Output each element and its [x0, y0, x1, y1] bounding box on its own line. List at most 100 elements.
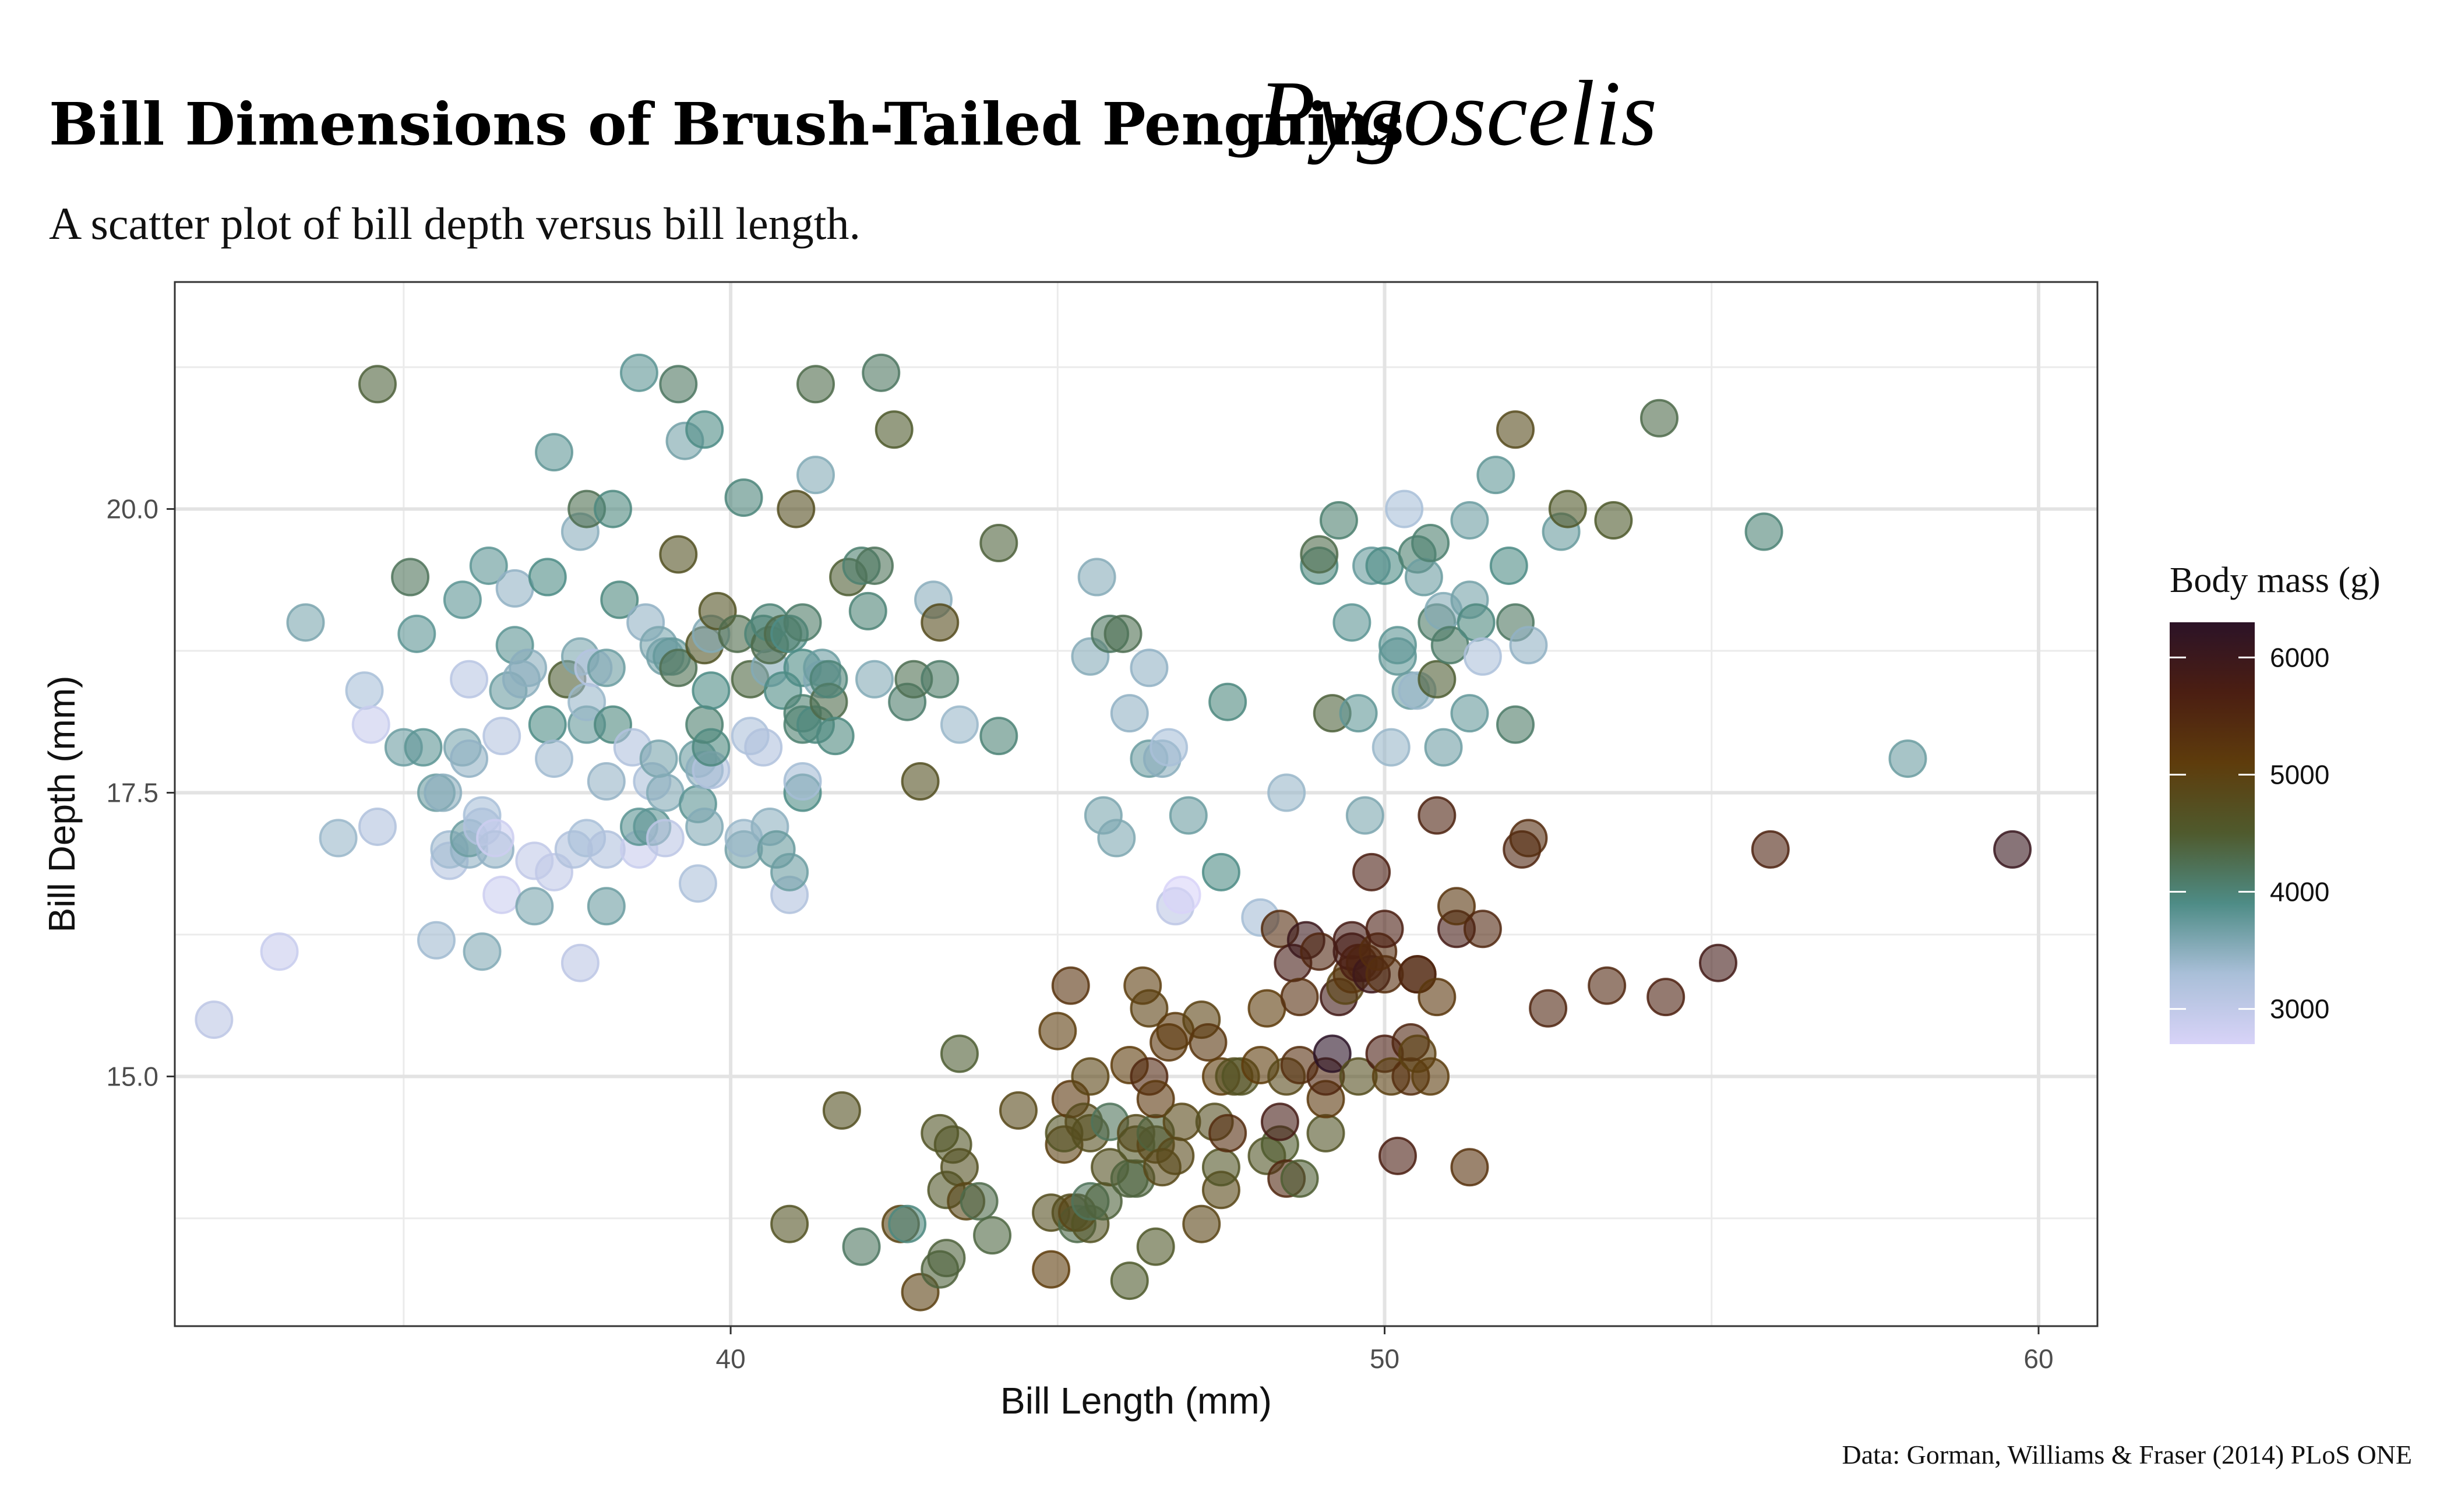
data-point	[1548, 489, 1587, 528]
data-point	[1313, 1034, 1352, 1073]
data-point	[1365, 546, 1404, 585]
data-point	[1698, 943, 1737, 982]
data-point	[770, 1204, 809, 1243]
data-point	[796, 456, 835, 495]
data-point	[999, 1091, 1038, 1130]
data-point	[1306, 1113, 1345, 1152]
data-point	[1424, 728, 1463, 767]
x-tick-label: 60	[2023, 1344, 2053, 1374]
data-point	[424, 773, 463, 812]
data-point	[1071, 1057, 1110, 1096]
data-point	[1509, 819, 1548, 858]
data-point	[842, 1227, 881, 1266]
data-point	[1332, 603, 1371, 642]
data-point	[783, 762, 822, 801]
data-point	[639, 739, 678, 778]
data-point	[1509, 626, 1548, 665]
data-point	[1888, 739, 1927, 778]
legend-ticks: 3000 4000 5000 6000	[2170, 642, 2329, 1024]
data-point	[1476, 456, 1515, 495]
data-point	[594, 489, 633, 528]
data-point	[1437, 887, 1476, 926]
data-point	[1130, 989, 1169, 1028]
data-point	[1639, 399, 1679, 438]
data-point	[1463, 637, 1502, 676]
data-point	[744, 728, 783, 767]
data-point	[1162, 875, 1201, 914]
data-point	[1450, 1148, 1489, 1187]
data-point	[809, 660, 848, 699]
data-point	[1280, 978, 1319, 1017]
caption: Data: Gorman, Williams & Fraser (2014) P…	[1842, 1440, 2413, 1469]
data-point	[862, 353, 901, 392]
data-point	[1646, 978, 1686, 1017]
data-point	[1150, 728, 1189, 767]
y-tick-label: 17.5	[106, 778, 158, 808]
data-point	[822, 1091, 861, 1130]
data-point	[1496, 410, 1535, 449]
data-point	[685, 410, 724, 449]
data-point	[1418, 660, 1457, 699]
data-point	[482, 875, 521, 914]
data-point	[528, 558, 567, 597]
data-point	[1352, 852, 1391, 891]
data-point	[973, 1216, 1012, 1255]
data-point	[659, 648, 698, 688]
data-point	[1751, 830, 1790, 869]
data-point	[1300, 535, 1339, 574]
data-point	[921, 603, 960, 642]
data-point	[692, 728, 731, 767]
data-point	[1411, 524, 1450, 562]
plot-border	[174, 281, 2099, 1327]
x-tick-label: 50	[1370, 1344, 1399, 1374]
data-point	[1365, 910, 1404, 949]
data-point	[1411, 1057, 1450, 1096]
data-point	[646, 819, 685, 858]
data-point	[397, 614, 436, 653]
data-point	[587, 887, 626, 926]
data-point	[1097, 819, 1136, 858]
data-point	[1156, 1136, 1195, 1175]
data-point	[535, 739, 574, 778]
data-point	[888, 1204, 927, 1243]
data-point	[1385, 489, 1424, 528]
data-point	[509, 648, 548, 688]
data-point	[1744, 512, 1783, 551]
data-point	[855, 660, 894, 699]
x-axis-title: Bill Length (mm)	[1000, 1380, 1272, 1422]
data-point	[476, 819, 514, 858]
data-point	[1130, 648, 1169, 688]
data-point	[1032, 1250, 1071, 1289]
data-point	[463, 932, 502, 971]
data-point	[482, 717, 521, 756]
data-point	[960, 1182, 999, 1221]
data-point	[1247, 989, 1286, 1028]
data-point	[855, 546, 894, 585]
legend-tick-label: 6000	[2270, 642, 2329, 672]
data-point	[260, 932, 299, 971]
data-point	[443, 580, 482, 619]
data-point	[1588, 966, 1627, 1005]
data-point	[1051, 966, 1090, 1005]
data-point	[940, 1148, 979, 1187]
data-point	[940, 1034, 979, 1073]
data-point	[770, 852, 809, 891]
data-point	[816, 717, 855, 756]
data-point	[450, 739, 489, 778]
data-point	[1529, 989, 1568, 1028]
data-point	[345, 671, 384, 710]
data-point	[587, 648, 626, 688]
data-point	[587, 830, 626, 869]
data-point	[1450, 694, 1489, 733]
data-point	[1038, 1011, 1077, 1051]
data-point	[1201, 852, 1240, 891]
data-point	[619, 353, 658, 392]
data-point	[1162, 1102, 1201, 1141]
data-point	[1339, 694, 1378, 733]
data-point	[1450, 501, 1489, 540]
data-point	[495, 569, 534, 608]
data-point	[1365, 955, 1404, 994]
data-point	[1378, 1136, 1417, 1175]
data-point	[1189, 1023, 1228, 1062]
data-point	[646, 773, 685, 812]
